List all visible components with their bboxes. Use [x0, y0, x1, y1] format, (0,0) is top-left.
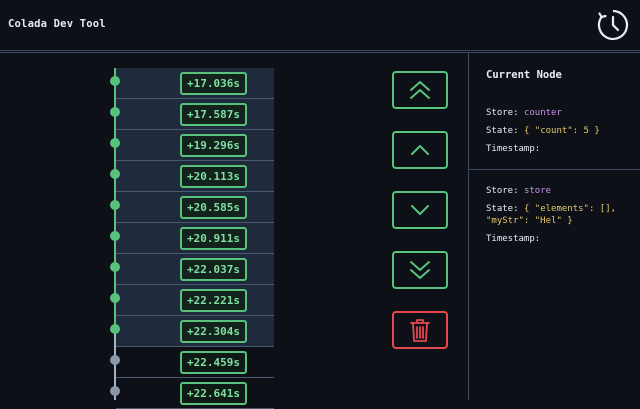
timeline-dot — [110, 324, 120, 334]
timestamp-badge[interactable]: +20.585s — [180, 196, 247, 219]
timeline-entry[interactable]: +22.304s — [116, 316, 274, 347]
timeline-dot — [110, 386, 120, 396]
panel-title: Current Node — [486, 69, 562, 81]
timeline-entry[interactable]: +22.221s — [116, 285, 274, 316]
timestamp-badge[interactable]: +22.304s — [180, 320, 247, 343]
timestamp-badge[interactable]: +22.459s — [180, 351, 247, 374]
previous-button[interactable] — [392, 131, 448, 169]
state-label: State: — [486, 126, 519, 136]
timeline-entry[interactable]: +19.296s — [116, 130, 274, 161]
chevron-down-icon — [411, 205, 429, 215]
timestamp-badge[interactable]: +19.296s — [180, 134, 247, 157]
store-name: counter — [523, 108, 562, 118]
timeline-entry[interactable]: +22.459s — [116, 347, 274, 378]
store-label: Store: — [486, 108, 519, 118]
timestamp-badge[interactable]: +20.113s — [180, 165, 247, 188]
double-chevron-up-icon — [410, 81, 430, 99]
timestamp-badge[interactable]: +20.911s — [180, 227, 247, 250]
timestamp-badge[interactable]: +17.036s — [180, 72, 247, 95]
chevron-up-icon — [411, 145, 429, 155]
timestamp-badge[interactable]: +22.641s — [180, 382, 247, 405]
timeline-entry[interactable]: +17.587s — [116, 99, 274, 130]
timeline-entry[interactable]: +20.113s — [116, 161, 274, 192]
clock-icon[interactable] — [597, 9, 629, 41]
timeline-entry[interactable]: +20.585s — [116, 192, 274, 223]
timeline-entry[interactable]: +22.037s — [116, 254, 274, 285]
header-divider — [0, 52, 640, 53]
timeline-entry[interactable]: +22.641s — [116, 378, 274, 409]
timeline-dot — [110, 107, 120, 117]
app-title: Colada Dev Tool — [8, 18, 106, 30]
state-value: { "elements": [], "myStr": "Hel" } — [486, 204, 617, 226]
timeline-dot — [110, 262, 120, 272]
store-name: store — [523, 186, 552, 196]
node-entry: Store: store State: { "elements": [], "m… — [486, 185, 636, 245]
timeline-dot — [110, 138, 120, 148]
timestamp-label: Timestamp: — [486, 234, 541, 244]
timeline-dot — [110, 293, 120, 303]
timestamp-badge[interactable]: +22.221s — [180, 289, 247, 312]
current-node-panel: Current Node Store: counter State: { "co… — [468, 53, 640, 400]
timeline-dot — [110, 231, 120, 241]
state-value: { "count": 5 } — [523, 126, 600, 136]
timeline: +17.036s +17.587s +19.296s +20.113s +20.… — [0, 53, 360, 409]
next-button[interactable] — [392, 191, 448, 229]
timestamp-badge[interactable]: +22.037s — [180, 258, 247, 281]
timeline-dot — [110, 200, 120, 210]
timeline-dot — [110, 355, 120, 365]
clear-button[interactable] — [392, 311, 448, 349]
store-label: Store: — [486, 186, 519, 196]
timeline-dot — [110, 76, 120, 86]
timeline-entry[interactable]: +20.911s — [116, 223, 274, 254]
app-header: Colada Dev Tool — [0, 0, 640, 51]
jump-last-button[interactable] — [392, 251, 448, 289]
timeline-entry[interactable]: +17.036s — [116, 68, 274, 99]
double-chevron-down-icon — [410, 261, 430, 279]
state-label: State: — [486, 204, 519, 214]
node-divider — [469, 169, 640, 170]
timestamp-badge[interactable]: +17.587s — [180, 103, 247, 126]
node-entry: Store: counter State: { "count": 5 } Tim… — [486, 107, 636, 155]
jump-first-button[interactable] — [392, 71, 448, 109]
timeline-dot — [110, 169, 120, 179]
trash-icon — [410, 319, 430, 342]
timestamp-label: Timestamp: — [486, 144, 541, 154]
